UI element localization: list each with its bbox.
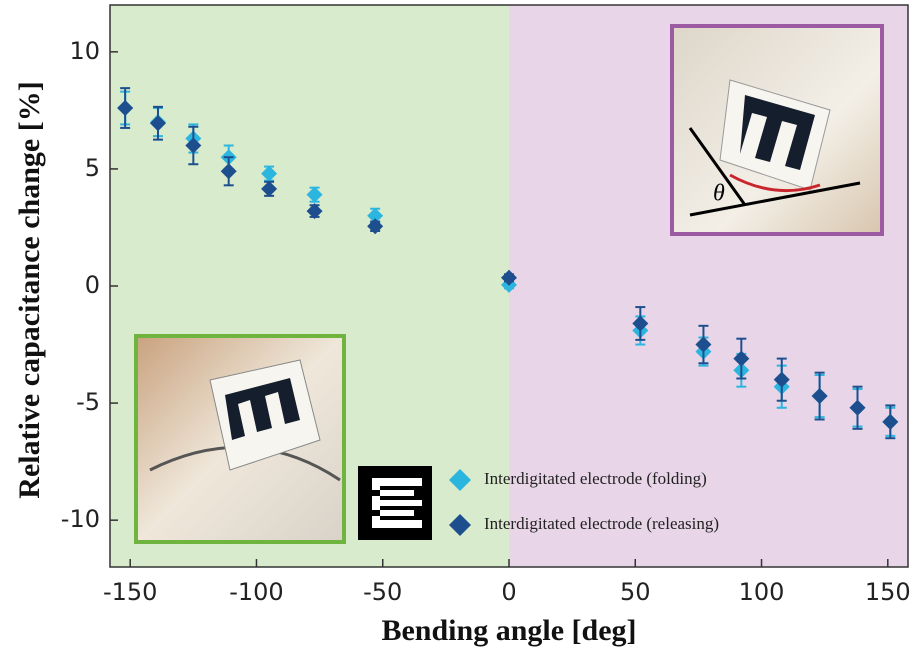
x-tick-label: 0	[501, 578, 516, 606]
x-tick-label: 150	[865, 578, 911, 606]
y-tick-label: 0	[85, 271, 100, 299]
y-axis-title: Relative capacitance change [%]	[13, 81, 46, 498]
x-axis-title: Bending angle [deg]	[381, 614, 636, 647]
x-tick-label: -50	[363, 578, 402, 606]
chart: -150-100-50050100150-10-50510 θ Bending …	[0, 0, 918, 656]
theta-symbol: θ	[713, 181, 725, 207]
x-tick-label: -100	[229, 578, 283, 606]
x-tick-label: -150	[103, 578, 157, 606]
inset-photo-folding	[136, 336, 344, 542]
electrode-icon	[358, 466, 432, 540]
y-tick-label: -10	[61, 505, 100, 533]
y-tick-label: 5	[85, 154, 100, 182]
legend-label: Interdigitated electrode (releasing)	[484, 514, 719, 533]
x-tick-label: 100	[739, 578, 785, 606]
x-tick-label: 50	[620, 578, 651, 606]
inset-photo-releasing: θ	[672, 26, 882, 234]
y-tick-label: -5	[76, 388, 100, 416]
page: {"chart_data": {"type": "scatter", "x_la…	[0, 0, 918, 660]
y-tick-label: 10	[69, 37, 100, 65]
legend-label: Interdigitated electrode (folding)	[484, 469, 707, 488]
